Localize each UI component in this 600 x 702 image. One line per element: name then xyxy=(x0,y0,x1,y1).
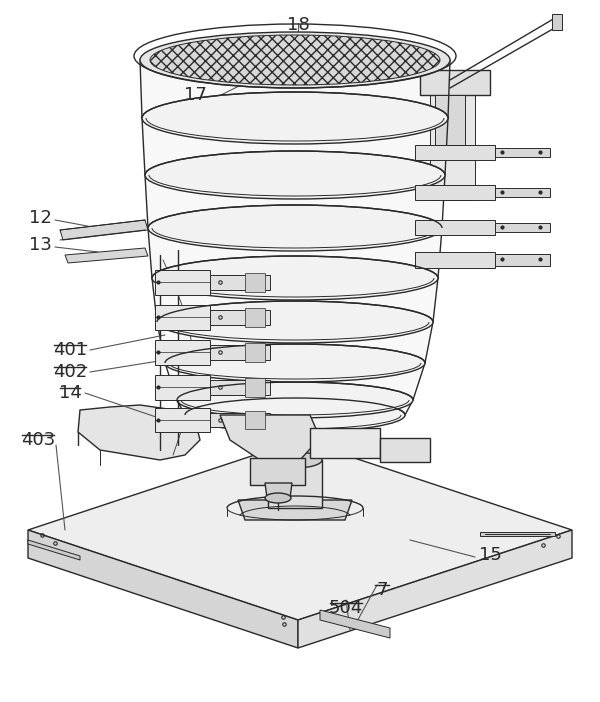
Polygon shape xyxy=(310,428,380,458)
Polygon shape xyxy=(245,411,265,429)
Polygon shape xyxy=(245,378,265,397)
Polygon shape xyxy=(155,340,210,365)
Text: 18: 18 xyxy=(287,16,310,34)
Polygon shape xyxy=(165,363,425,400)
Polygon shape xyxy=(415,145,495,160)
Ellipse shape xyxy=(157,301,433,343)
Ellipse shape xyxy=(148,205,442,251)
Polygon shape xyxy=(155,375,210,400)
Ellipse shape xyxy=(268,452,322,468)
Polygon shape xyxy=(220,415,320,460)
Polygon shape xyxy=(495,254,550,266)
Text: 401: 401 xyxy=(53,341,87,359)
Polygon shape xyxy=(155,408,210,432)
Polygon shape xyxy=(435,95,465,145)
Polygon shape xyxy=(148,228,442,278)
Text: 13: 13 xyxy=(29,236,52,254)
Polygon shape xyxy=(210,380,270,395)
Ellipse shape xyxy=(165,344,425,382)
Polygon shape xyxy=(140,60,450,118)
Polygon shape xyxy=(420,70,490,95)
Polygon shape xyxy=(245,273,265,292)
Polygon shape xyxy=(177,400,413,415)
Polygon shape xyxy=(298,530,572,648)
Ellipse shape xyxy=(140,32,450,88)
Text: 12: 12 xyxy=(29,209,52,227)
Ellipse shape xyxy=(265,493,291,503)
Polygon shape xyxy=(415,185,495,200)
Ellipse shape xyxy=(152,256,438,300)
Text: 403: 403 xyxy=(21,431,55,449)
Polygon shape xyxy=(380,438,430,462)
Polygon shape xyxy=(60,220,148,240)
Text: 7: 7 xyxy=(376,581,388,599)
Text: 402: 402 xyxy=(53,363,87,381)
Polygon shape xyxy=(152,278,438,322)
Text: 17: 17 xyxy=(184,86,206,104)
Polygon shape xyxy=(415,252,495,268)
Polygon shape xyxy=(245,308,265,327)
Polygon shape xyxy=(155,305,210,330)
Polygon shape xyxy=(495,188,550,197)
Ellipse shape xyxy=(185,398,405,432)
Ellipse shape xyxy=(142,92,448,144)
Polygon shape xyxy=(210,413,270,427)
Polygon shape xyxy=(210,275,270,290)
Polygon shape xyxy=(155,270,210,295)
Polygon shape xyxy=(265,483,292,498)
Polygon shape xyxy=(552,14,562,30)
Polygon shape xyxy=(65,248,148,263)
Polygon shape xyxy=(415,220,495,235)
Polygon shape xyxy=(480,532,555,536)
Text: 14: 14 xyxy=(59,384,82,402)
Polygon shape xyxy=(495,223,550,232)
Polygon shape xyxy=(157,322,433,363)
Polygon shape xyxy=(210,310,270,325)
Polygon shape xyxy=(28,440,572,620)
Ellipse shape xyxy=(177,382,413,418)
Ellipse shape xyxy=(145,151,445,199)
Polygon shape xyxy=(320,610,390,638)
Text: 504: 504 xyxy=(329,599,363,617)
Polygon shape xyxy=(430,90,475,200)
Polygon shape xyxy=(145,175,445,228)
Polygon shape xyxy=(28,530,298,648)
Text: 15: 15 xyxy=(479,546,502,564)
Polygon shape xyxy=(142,118,448,175)
Polygon shape xyxy=(268,460,322,508)
Polygon shape xyxy=(28,540,80,560)
Polygon shape xyxy=(210,345,270,360)
Polygon shape xyxy=(245,343,265,362)
Ellipse shape xyxy=(150,35,440,85)
Polygon shape xyxy=(238,500,352,520)
Polygon shape xyxy=(250,458,305,485)
Polygon shape xyxy=(78,405,200,460)
Polygon shape xyxy=(495,148,550,157)
